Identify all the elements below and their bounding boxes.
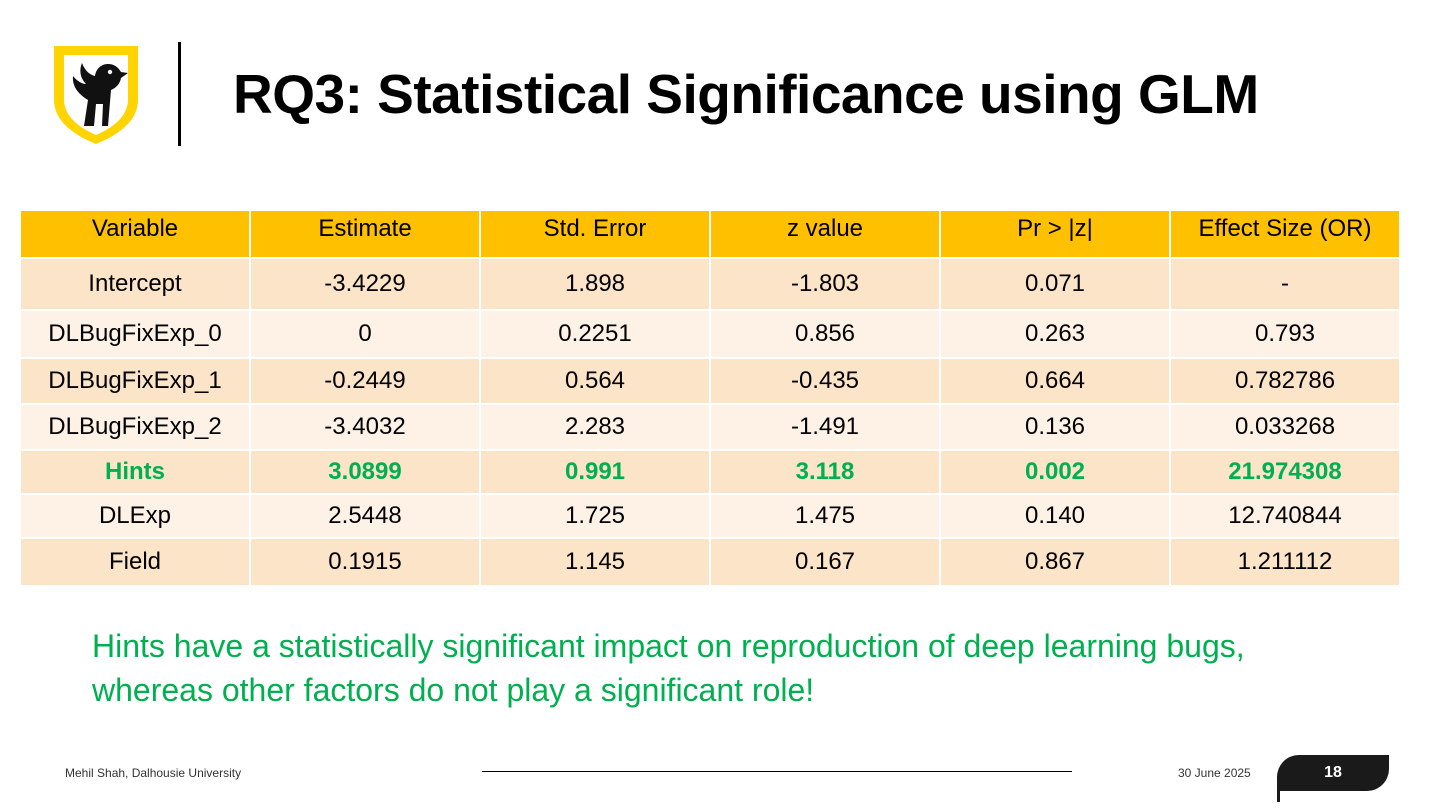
table-cell: 1.475 <box>711 495 939 537</box>
table-cell: 3.0899 <box>251 451 479 493</box>
table-cell: -3.4229 <box>251 259 479 309</box>
table-cell: - <box>1171 259 1399 309</box>
table-row: DLExp 2.5448 1.725 1.475 0.140 12.740844 <box>21 495 1399 537</box>
table-cell: 0.1915 <box>251 539 479 585</box>
slide-title: RQ3: Statistical Significance using GLM <box>233 63 1259 125</box>
table-cell: DLExp <box>21 495 249 537</box>
table-cell: 2.283 <box>481 405 709 449</box>
table-cell: -0.2449 <box>251 359 479 403</box>
table-cell: 0.140 <box>941 495 1169 537</box>
table-cell: -1.491 <box>711 405 939 449</box>
table-row: Hints 3.0899 0.991 3.118 0.002 21.974308 <box>21 451 1399 493</box>
table-cell: DLBugFixExp_1 <box>21 359 249 403</box>
table-cell: 0.167 <box>711 539 939 585</box>
table-body: Intercept -3.4229 1.898 -1.803 0.071- DLBugFi… <box>21 259 1399 585</box>
table-cell: 0.071 <box>941 259 1169 309</box>
table-cell: 1.898 <box>481 259 709 309</box>
table-cell: 0.991 <box>481 451 709 493</box>
table-cell: 0.867 <box>941 539 1169 585</box>
glm-results-table: Variable Estimate Std. Error z value Pr > |z… <box>19 209 1401 587</box>
table-row: DLBugFixExp_2 -3.4032 2.283 -1.491 0.136 0.03… <box>21 405 1399 449</box>
table-row: DLBugFixExp_1 -0.2449 0.564 -0.435 0.664 0.78… <box>21 359 1399 403</box>
table-cell: 0.564 <box>481 359 709 403</box>
table-cell: 1.211112 <box>1171 539 1399 585</box>
table-cell: 0.002 <box>941 451 1169 493</box>
table-cell: Intercept <box>21 259 249 309</box>
table-cell: Field <box>21 539 249 585</box>
table-cell: -0.435 <box>711 359 939 403</box>
table-cell: 21.974308 <box>1171 451 1399 493</box>
table-cell: -1.803 <box>711 259 939 309</box>
title-divider <box>178 42 181 146</box>
table-row: Field 0.1915 1.145 0.167 0.867 1.211112 <box>21 539 1399 585</box>
table-cell: 0.793 <box>1171 311 1399 357</box>
column-header: Variable <box>21 211 249 257</box>
table-cell: 1.725 <box>481 495 709 537</box>
page-tab-tail <box>1277 788 1280 802</box>
table-cell: 0.856 <box>711 311 939 357</box>
table-cell: 3.118 <box>711 451 939 493</box>
table-cell: 0.263 <box>941 311 1169 357</box>
column-header: Pr > |z| <box>941 211 1169 257</box>
table-cell: 2.5448 <box>251 495 479 537</box>
column-header: z value <box>711 211 939 257</box>
university-shield-crest-icon <box>50 42 142 146</box>
table-cell: 12.740844 <box>1171 495 1399 537</box>
footer-divider <box>482 771 1072 772</box>
table-cell: 1.145 <box>481 539 709 585</box>
table-cell: 0 <box>251 311 479 357</box>
table-cell: 0.782786 <box>1171 359 1399 403</box>
page-number: 18 <box>1277 755 1389 791</box>
table-cell: Hints <box>21 451 249 493</box>
table-cell: 0.2251 <box>481 311 709 357</box>
table-header-row: Variable Estimate Std. Error z value Pr > |z… <box>21 211 1399 257</box>
table-cell: 0.664 <box>941 359 1169 403</box>
column-header: Estimate <box>251 211 479 257</box>
table-cell: 0.033268 <box>1171 405 1399 449</box>
table-cell: 0.136 <box>941 405 1169 449</box>
column-header: Std. Error <box>481 211 709 257</box>
table-cell: -3.4032 <box>251 405 479 449</box>
footer-date: 30 June 2025 <box>1178 766 1251 780</box>
table-row: DLBugFixExp_0 0 0.2251 0.856 0.263 0.793 <box>21 311 1399 357</box>
column-header: Effect Size (OR) <box>1171 211 1399 257</box>
table-cell: DLBugFixExp_0 <box>21 311 249 357</box>
table-cell: DLBugFixExp_2 <box>21 405 249 449</box>
table-row: Intercept -3.4229 1.898 -1.803 0.071- <box>21 259 1399 309</box>
conclusion-text: Hints have a statistically significant i… <box>92 628 1245 708</box>
footer-author: Mehil Shah, Dalhousie University <box>65 766 242 780</box>
